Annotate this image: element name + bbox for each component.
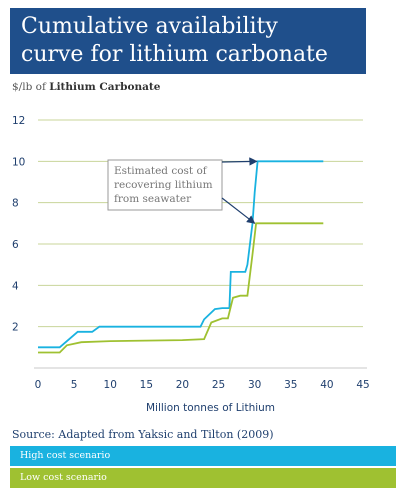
x-axis-label: Million tonnes of Lithium: [146, 402, 275, 414]
y-axis-unit-bold: Lithium Carbonate: [49, 81, 161, 93]
series-high-cost-line: [38, 160, 324, 349]
y-tick-label-8: 8: [12, 198, 19, 210]
annotation-text-line-2: recovering lithium: [114, 179, 213, 191]
chart-title-line-2: curve for lithium carbonate: [21, 42, 328, 67]
x-tick-label-0: 0: [35, 379, 42, 391]
legend-high-cost: High cost scenario: [10, 446, 396, 466]
annotation-text-line-1: Estimated cost of: [114, 165, 208, 177]
x-tick-label-20: 20: [176, 379, 189, 391]
annotation-text-line-3: from seawater: [114, 193, 192, 205]
y-axis-unit-prefix: $/lb of: [12, 81, 46, 93]
annotation-arrow-high: [221, 157, 258, 166]
y-tick-label-6: 6: [12, 239, 19, 251]
legend-low-cost-label: Low cost scenario: [20, 472, 107, 483]
y-tick-label-4: 4: [12, 280, 19, 292]
legend-low-cost: Low cost scenario: [10, 468, 396, 488]
chart-title-line-1: Cumulative availability: [21, 14, 278, 39]
availability-chart: 2 4 6 8 10 12 0 5 10 15 20 25 30 35 40 45 Million tonnes…: [12, 115, 370, 414]
x-tick-label-25: 25: [212, 379, 225, 391]
y-axis-unit-label: $/lb of Lithium Carbonate: [12, 81, 160, 93]
y-tick-label-2: 2: [12, 322, 19, 334]
x-tick-label-40: 40: [320, 379, 333, 391]
y-tick-label-12: 12: [12, 115, 25, 127]
annotation-arrow-low: [221, 197, 256, 224]
annotation-box: [107, 159, 223, 211]
x-tick-label-30: 30: [248, 379, 261, 391]
title-box: Cumulative availability curve for lithiu…: [10, 8, 366, 74]
source-note: Source: Adapted from Yaksic and Tilton (…: [12, 428, 274, 441]
x-tick-label-15: 15: [140, 379, 153, 391]
x-tick-label-45: 45: [356, 379, 369, 391]
y-tick-label-10: 10: [12, 156, 25, 168]
x-tick-label-35: 35: [284, 379, 297, 391]
legend-high-cost-label: High cost scenario: [20, 450, 111, 461]
series-low-cost-line: [38, 222, 324, 354]
x-tick-label-5: 5: [71, 379, 78, 391]
x-tick-label-10: 10: [104, 379, 117, 391]
